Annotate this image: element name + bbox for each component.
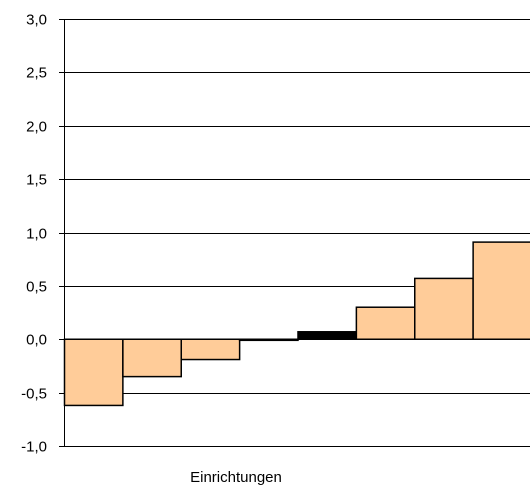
bar — [472, 241, 530, 340]
y-tick-label: 0,0 — [26, 332, 47, 349]
y-tick-label: 0,5 — [26, 279, 47, 296]
highlighted-bar — [297, 331, 358, 340]
bar — [122, 338, 182, 378]
axes — [59, 19, 65, 447]
y-tick-label: 2,0 — [26, 119, 47, 136]
gridlines — [64, 19, 530, 447]
y-tick-label: -1,0 — [21, 439, 47, 456]
bar — [238, 338, 299, 342]
bar — [63, 338, 124, 407]
x-axis-title: Einrichtungen — [190, 469, 282, 486]
y-tick-labels: 3,0 2,5 2,0 1,5 1,0 0,5 0,0 -0,5 -1,0 — [21, 12, 47, 456]
bar — [180, 338, 241, 361]
y-tick-label: 1,5 — [26, 172, 47, 189]
y-tick-label: 1,0 — [26, 226, 47, 243]
bars — [63, 241, 530, 407]
bar — [414, 277, 474, 340]
y-tick-label: 3,0 — [26, 12, 47, 29]
y-tick-label: 2,5 — [26, 65, 47, 82]
y-tick-label: -0,5 — [21, 386, 47, 403]
bar — [355, 306, 416, 341]
